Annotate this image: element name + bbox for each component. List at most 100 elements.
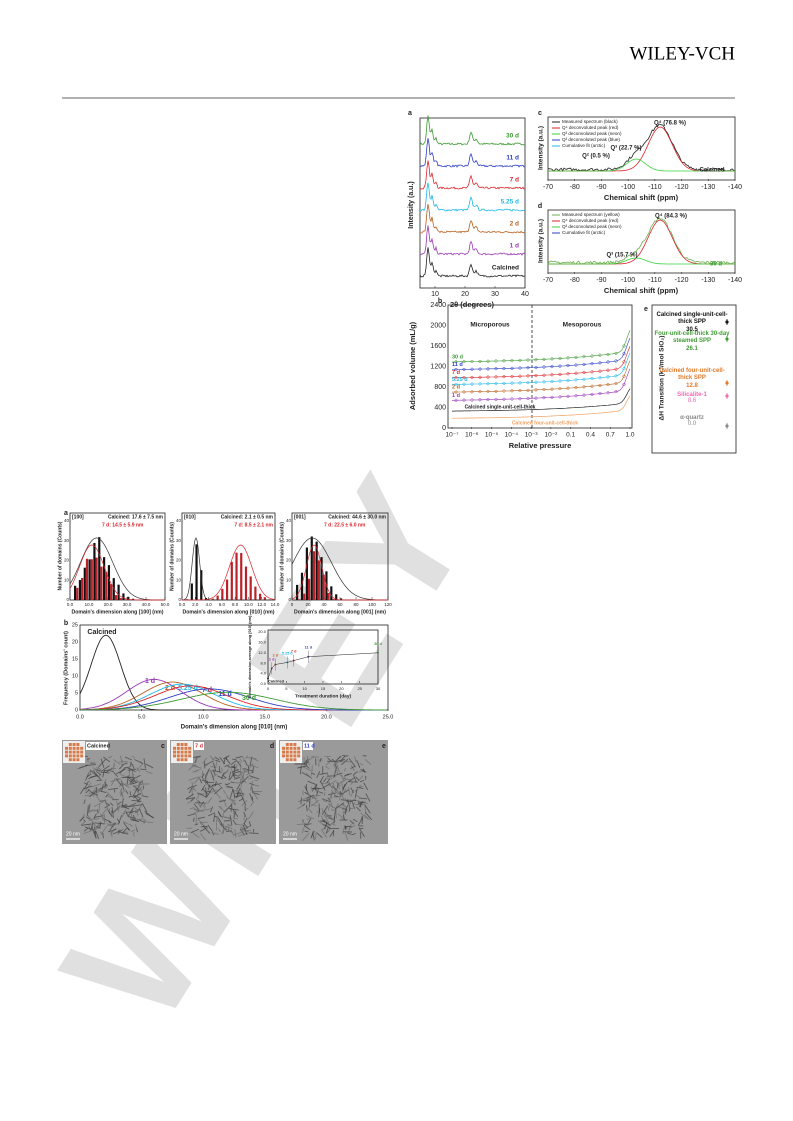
tem-texture bbox=[220, 815, 232, 819]
tem-texture bbox=[355, 794, 360, 798]
histogram-bar bbox=[122, 593, 125, 600]
x-tick-label: 20.0 bbox=[104, 602, 113, 607]
crystal-cell bbox=[184, 750, 188, 754]
histogram-bar bbox=[110, 584, 113, 600]
x-tick-label: 15 bbox=[321, 686, 326, 691]
crystal-cell bbox=[65, 750, 68, 754]
tem-texture bbox=[107, 822, 116, 827]
x-tick-label: 6.0 bbox=[219, 602, 226, 607]
tem-texture bbox=[232, 831, 243, 836]
x-tick-label: 0.1 bbox=[566, 432, 575, 439]
panel-label: c bbox=[161, 743, 165, 750]
tem-texture bbox=[226, 785, 233, 789]
x-tick-label: 10 bbox=[431, 291, 439, 298]
tem-texture bbox=[246, 771, 254, 776]
tem-texture bbox=[130, 804, 138, 811]
histogram-bar bbox=[317, 560, 320, 600]
tem-texture bbox=[138, 804, 143, 810]
tem-texture bbox=[215, 782, 224, 789]
tem-texture bbox=[237, 760, 242, 763]
tem-texture bbox=[323, 778, 327, 783]
tem-texture bbox=[136, 763, 144, 772]
y-tick-label: 2000 bbox=[430, 322, 446, 329]
tem-texture bbox=[205, 790, 211, 793]
crystal-cell bbox=[293, 743, 297, 746]
enthalpy-name: Calcined four-unit-cell-thick SPP bbox=[659, 368, 725, 381]
tem-texture bbox=[300, 797, 302, 805]
tem-texture bbox=[98, 790, 107, 793]
tem-texture bbox=[85, 816, 91, 820]
x-tick-label: 0.7 bbox=[606, 432, 615, 439]
tem-texture bbox=[223, 804, 232, 813]
tem-texture bbox=[117, 829, 120, 833]
tem-texture bbox=[83, 827, 89, 832]
tem-texture bbox=[83, 829, 94, 834]
tem-texture bbox=[324, 810, 327, 815]
tem-texture bbox=[103, 779, 107, 790]
tem-texture bbox=[226, 796, 233, 802]
tem-texture bbox=[231, 769, 239, 773]
tem-texture bbox=[299, 765, 302, 775]
fit-curve bbox=[182, 537, 275, 601]
crystal-cell bbox=[282, 746, 285, 750]
tem-texture bbox=[340, 799, 349, 802]
tem-texture bbox=[132, 788, 138, 797]
tem-texture bbox=[354, 789, 358, 799]
x-tick-label: -110 bbox=[648, 184, 662, 191]
tem-texture bbox=[325, 758, 334, 766]
xrd-pattern bbox=[419, 182, 526, 212]
y-tick-label: 10 bbox=[176, 577, 182, 582]
tem-texture bbox=[228, 808, 239, 811]
tem-texture bbox=[215, 757, 220, 761]
tem-texture bbox=[352, 802, 355, 807]
histogram-bar bbox=[107, 565, 111, 600]
tem-texture bbox=[240, 774, 247, 784]
crystal-cell bbox=[68, 743, 72, 746]
tem-texture bbox=[305, 760, 308, 765]
tem-texture bbox=[303, 823, 312, 826]
tem-texture bbox=[132, 818, 139, 822]
axis-title: Chemical shift (ppm) bbox=[604, 286, 679, 295]
x-tick-label: 15.0 bbox=[259, 714, 270, 720]
curve-label: 11 d bbox=[452, 362, 463, 368]
enthalpy-name: Calcined single-unit-cell-thick SPP bbox=[656, 312, 728, 325]
crystal-cell bbox=[72, 743, 76, 746]
tem-texture bbox=[352, 774, 357, 783]
y-tick-label: 30 bbox=[286, 538, 292, 543]
tem-texture bbox=[344, 767, 346, 772]
tem-texture bbox=[231, 830, 234, 835]
tem-texture bbox=[312, 832, 315, 841]
tem-texture bbox=[135, 778, 141, 784]
fit-curve bbox=[69, 544, 165, 601]
tem-texture bbox=[111, 823, 119, 826]
histogram-bar bbox=[235, 552, 238, 600]
tem-texture bbox=[217, 817, 223, 826]
histogram-bar bbox=[254, 586, 257, 600]
xrd-pattern bbox=[419, 204, 526, 234]
tem-texture bbox=[193, 787, 197, 792]
tem-texture bbox=[231, 799, 237, 805]
histogram-bar bbox=[98, 537, 101, 600]
tem-texture bbox=[306, 755, 310, 766]
tem-texture bbox=[328, 817, 333, 820]
x-tick-label: 0 bbox=[267, 686, 270, 691]
tem-texture bbox=[304, 830, 309, 833]
tem-texture bbox=[215, 780, 217, 787]
tem-texture bbox=[83, 782, 88, 785]
tem-texture bbox=[344, 772, 352, 777]
point-label: 30 d bbox=[374, 642, 382, 646]
legend-entry: Q⁴ deconvoluted peak (red) bbox=[562, 218, 619, 223]
y-tick-label: 0 bbox=[66, 597, 69, 602]
axis-title: 2θ (degrees) bbox=[450, 300, 495, 309]
histogram-bar bbox=[90, 559, 93, 600]
tem-texture bbox=[204, 760, 214, 767]
y-tick-label: 20 bbox=[176, 558, 182, 563]
tem-texture bbox=[336, 769, 338, 775]
histogram-bar bbox=[312, 551, 316, 600]
tem-texture bbox=[202, 801, 208, 807]
tem-texture bbox=[243, 817, 248, 825]
tem-texture bbox=[93, 809, 100, 813]
stat-label: Calcined: 2.1 ± 0.5 nm bbox=[221, 514, 274, 520]
tem-texture bbox=[350, 787, 354, 793]
tem-texture bbox=[131, 755, 136, 759]
